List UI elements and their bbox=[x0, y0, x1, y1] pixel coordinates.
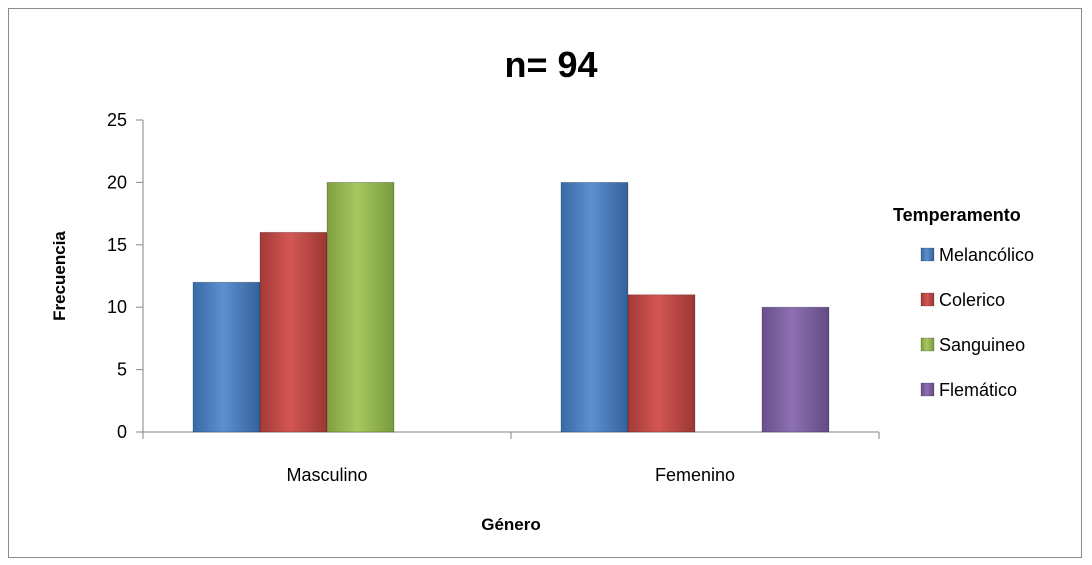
x-tick-label-masculino: Masculino bbox=[286, 465, 367, 485]
legend-label: Colerico bbox=[939, 290, 1005, 310]
bars-group bbox=[192, 181, 830, 433]
y-tick-label: 15 bbox=[107, 235, 127, 255]
y-tick-label: 10 bbox=[107, 297, 127, 317]
x-axis-title: Género bbox=[481, 515, 541, 534]
y-tick-label: 0 bbox=[117, 422, 127, 442]
bar-colerico-femenino bbox=[627, 294, 696, 433]
chart-title: n= 94 bbox=[504, 44, 597, 85]
y-tick-label: 20 bbox=[107, 172, 127, 192]
bar-sanguineo-masculino bbox=[326, 181, 395, 433]
legend-label: Melancólico bbox=[939, 245, 1034, 265]
y-tick-label: 5 bbox=[117, 360, 127, 380]
bar-melancólico-masculino bbox=[192, 281, 261, 433]
legend-title: Temperamento bbox=[893, 205, 1021, 225]
chart-frame bbox=[8, 8, 1082, 558]
bar-colerico-masculino bbox=[259, 231, 328, 433]
y-tick-label: 25 bbox=[107, 110, 127, 130]
legend-swatch bbox=[920, 382, 935, 397]
y-axis-title: Frecuencia bbox=[50, 231, 69, 321]
y-axis-ticks: 0 5 10 15 20 25 bbox=[107, 110, 143, 442]
legend-swatch bbox=[920, 292, 935, 307]
bar-flemático-femenino bbox=[761, 306, 830, 433]
legend: Melancólico Colerico Sanguineo Flemático bbox=[920, 245, 1034, 400]
legend-label: Flemático bbox=[939, 380, 1017, 400]
x-tick-label-femenino: Femenino bbox=[655, 465, 735, 485]
legend-swatch bbox=[920, 337, 935, 352]
legend-label: Sanguineo bbox=[939, 335, 1025, 355]
legend-swatch bbox=[920, 247, 935, 262]
bar-melancólico-femenino bbox=[560, 181, 629, 433]
